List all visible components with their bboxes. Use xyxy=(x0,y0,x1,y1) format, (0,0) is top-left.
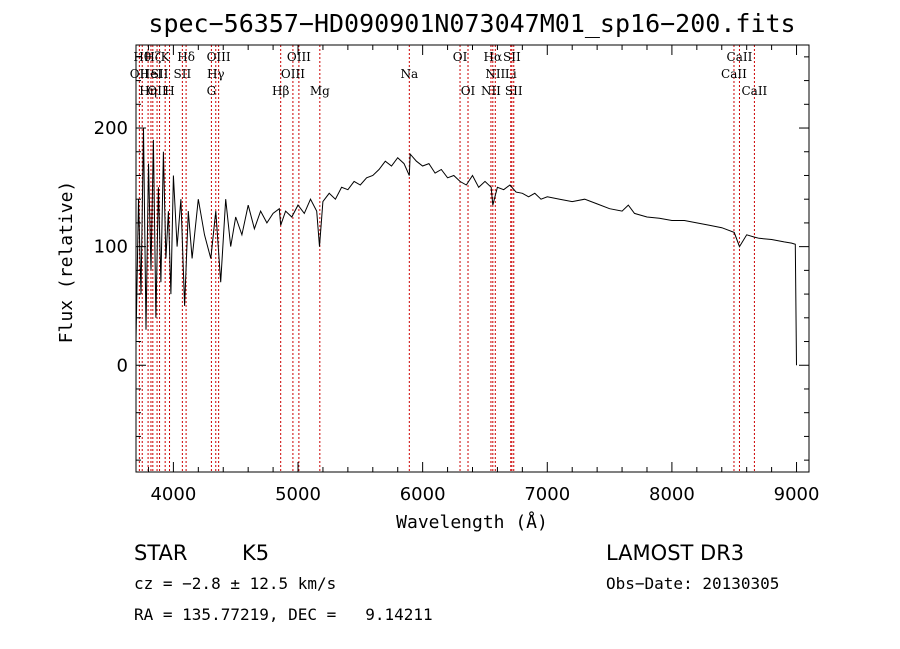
spectral-line-label: Hα xyxy=(484,50,503,64)
spectral-line-label: Hβ xyxy=(272,84,289,98)
plot-frame xyxy=(135,44,810,473)
spectral-line-label: OII xyxy=(147,84,167,98)
spectral-line-label: Hζ xyxy=(144,50,161,64)
spectral-line-label: Li xyxy=(505,67,517,81)
spectral-line-label: Hθ xyxy=(133,50,151,64)
x-tick-label: 9000 xyxy=(774,484,820,505)
x-tick-label: 5000 xyxy=(275,484,321,505)
spectral-line-label: Hδ xyxy=(177,50,195,64)
spectral-line-label: SII xyxy=(505,84,523,98)
x-axis-ticks: 4000 5000 6000 7000 8000 9000 xyxy=(147,45,820,505)
coordinates: RA = 135.77219, DEC = 9.14211 xyxy=(134,605,433,624)
x-tick-label: 8000 xyxy=(649,484,695,505)
flux-series-line xyxy=(135,127,797,366)
spectral-line-label: NII xyxy=(485,67,505,81)
spectral-line-label: Na xyxy=(400,67,418,81)
spectral-line-label: OIII xyxy=(281,67,305,81)
chart-title: spec−56357−HD090901N073047M01_sp16−200.f… xyxy=(148,9,795,38)
spectral-line-label: OIII xyxy=(287,50,311,64)
observation-date: Obs−Date: 20130305 xyxy=(606,574,779,593)
spectral-line-labels: OIIHθHηHeIHζOIISIIKHHδSIIGHγOIIIHβOIIIOI… xyxy=(130,50,768,98)
spectral-line-label: OI xyxy=(461,84,476,98)
spectral-line-label: K xyxy=(161,50,171,64)
y-axis-ticks: 0 100 200 xyxy=(94,56,809,461)
spectral-line-label: Hγ xyxy=(207,67,225,81)
y-tick-label: 200 xyxy=(94,118,128,139)
spectral-line-label: SII xyxy=(174,67,192,81)
spectral-line-label: OIII xyxy=(207,50,231,64)
x-tick-label: 4000 xyxy=(150,484,196,505)
survey-name: LAMOST DR3 xyxy=(606,541,744,565)
object-class: STAR xyxy=(134,541,187,565)
spectral-line-label: OI xyxy=(453,50,468,64)
y-axis-label: Flux (relative) xyxy=(56,181,77,344)
spectral-line-markers xyxy=(138,45,755,472)
spectral-line-label: Mg xyxy=(310,84,330,98)
spectral-line-label: CaII xyxy=(721,67,747,81)
spectral-line-label: CaII xyxy=(741,84,767,98)
spectral-line-label: OII xyxy=(130,67,150,81)
object-subclass: K5 xyxy=(242,541,269,565)
spectral-line-label: SII xyxy=(503,50,521,64)
spectral-line-label: NII xyxy=(481,84,501,98)
x-tick-label: 6000 xyxy=(400,484,446,505)
x-tick-label: 7000 xyxy=(524,484,570,505)
spectral-line-label: SII xyxy=(151,67,169,81)
y-tick-label: 0 xyxy=(117,355,128,376)
spectral-line-label: G xyxy=(207,84,217,98)
spectral-line-label: HeI xyxy=(140,67,163,81)
spectral-line-label: CaII xyxy=(727,50,753,64)
redshift-velocity: cz = −2.8 ± 12.5 km/s xyxy=(134,574,336,593)
spectral-line-label: H xyxy=(164,84,174,98)
spectral-line-label: Hη xyxy=(139,84,157,98)
y-tick-label: 100 xyxy=(94,237,128,258)
x-axis-label: Wavelength (Å) xyxy=(396,511,548,533)
